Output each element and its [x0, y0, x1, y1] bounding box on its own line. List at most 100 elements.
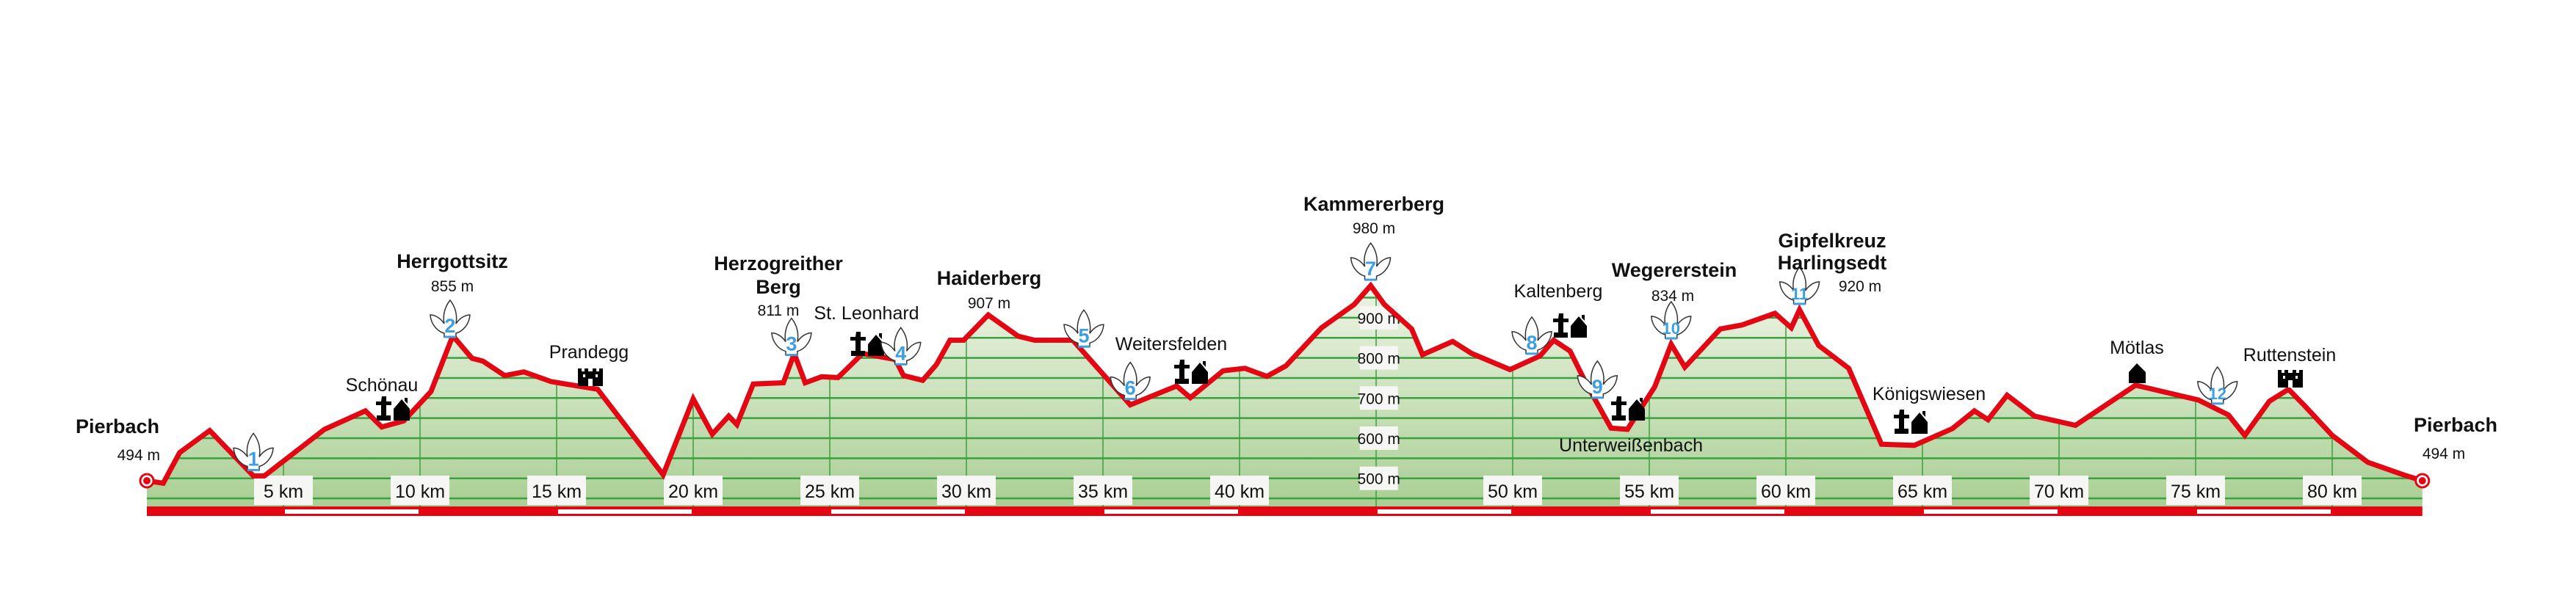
x-tick-label-background: [254, 476, 313, 505]
place-label-unterweissenbach: Unterweißenbach: [1559, 435, 1703, 456]
waypoint-marker: 6: [1110, 361, 1151, 401]
waypoint-marker: 11: [1779, 266, 1820, 305]
place-name: Schönau: [346, 375, 419, 396]
y-tick-label: 700 m: [1358, 386, 1400, 410]
x-tick-label: 5 km: [254, 476, 313, 505]
x-tick-label-background: [1756, 476, 1815, 505]
y-axis-ticks: 900 m 800 m 700 m 600 m 500 m: [1358, 305, 1400, 490]
place-name: Königswiesen: [1873, 384, 1986, 404]
x-tick-text: 60 km: [1761, 481, 1811, 502]
profile-line: [139, 281, 2431, 489]
x-tick-text: 80 km: [2307, 481, 2357, 502]
x-axis-ticks: 5 km 10 km 15 km 20 km 25 km 30 km 35 km 40 km 5…: [254, 476, 2362, 505]
x-tick-label: 20 km: [664, 476, 723, 505]
waypoint-marker: 7: [1350, 241, 1392, 281]
distance-bar-white-segment: [558, 509, 692, 514]
x-tick-text: 10 km: [395, 481, 445, 502]
castle-icon: [578, 368, 603, 386]
x-tick-label-background: [1210, 476, 1269, 505]
place-name: Herzogreither: [714, 252, 843, 275]
church-village-icon: [1611, 396, 1645, 421]
elevation-line: [146, 281, 2423, 487]
x-tick-text: 50 km: [1488, 481, 1538, 502]
church-village-icon: [1894, 410, 1928, 434]
place-label-wegererstein: Wegererstein 834 m: [1612, 259, 1737, 305]
profile-fill: [147, 286, 2423, 506]
x-tick-label-background: [391, 476, 449, 505]
waypoint-marker: 2: [430, 299, 471, 338]
y-tick-label: 900 m: [1358, 305, 1400, 330]
x-tick-label-background: [664, 476, 723, 505]
x-tick-text: 35 km: [1078, 481, 1128, 502]
x-tick-label: 10 km: [391, 476, 449, 505]
place-elevation: 494 m: [117, 447, 160, 464]
x-tick-label: 70 km: [2030, 476, 2088, 505]
place-name: Mötlas: [2110, 338, 2164, 358]
y-tick-text: 500 m: [1358, 471, 1400, 488]
church-village-icon: [1553, 313, 1587, 338]
waypoint-number: 7: [1365, 258, 1376, 280]
waypoint-marker: 10: [1650, 300, 1692, 340]
place-name: St. Leonhard: [814, 303, 919, 324]
place-elevation: 980 m: [1353, 220, 1395, 237]
x-tick-label: 80 km: [2303, 476, 2362, 505]
place-elevation: 855 m: [431, 278, 474, 295]
place-label-schoenau: Schönau: [346, 375, 419, 396]
place-symbols: [376, 313, 2303, 434]
y-tick-label-background: [1359, 386, 1398, 410]
place-label-herrgottsitz: Herrgottsitz 855 m: [397, 250, 508, 295]
waypoint-marker: 12: [2196, 366, 2238, 405]
x-tick-label: 25 km: [800, 476, 859, 505]
waypoint-number: 4: [895, 342, 906, 364]
distance-bar-white-segment: [1651, 509, 1784, 514]
x-tick-label: 60 km: [1756, 476, 1815, 505]
y-tick-text: 900 m: [1358, 310, 1400, 327]
place-label-pierbach-start: Pierbach 494 m: [76, 415, 160, 464]
place-label-haiderberg: Haiderberg 907 m: [937, 267, 1042, 312]
x-tick-text: 40 km: [1215, 481, 1265, 502]
place-name: Prandegg: [549, 342, 629, 363]
church-village-icon: [1174, 360, 1208, 384]
place-labels: Pierbach 494 m Herrgottsitz 855 m Schönau Pra…: [76, 193, 2497, 464]
x-tick-text: 30 km: [941, 481, 991, 502]
place-label-weitersfelden: Weitersfelden: [1115, 334, 1227, 355]
x-tick-label-background: [800, 476, 859, 505]
x-tick-label: 75 km: [2166, 476, 2225, 505]
x-tick-label-background: [527, 476, 586, 505]
place-name: Pierbach: [2414, 414, 2497, 436]
x-tick-label-background: [2303, 476, 2362, 505]
profile-area: [147, 286, 2423, 506]
church-village-icon: [376, 396, 410, 421]
waypoint-number: 8: [1527, 332, 1538, 354]
y-tick-text: 700 m: [1358, 390, 1400, 407]
waypoint-number: 6: [1125, 377, 1136, 399]
waypoint-number: 5: [1078, 324, 1089, 346]
y-tick-label-background: [1359, 346, 1398, 370]
x-tick-label: 55 km: [1620, 476, 1679, 505]
x-tick-label-background: [2030, 476, 2088, 505]
place-label-kaltenberg: Kaltenberg: [1514, 281, 1603, 302]
y-tick-label-background: [1359, 466, 1398, 490]
y-tick-label: 500 m: [1358, 466, 1400, 490]
x-tick-label-background: [937, 476, 996, 505]
place-label-pierbach-end: Pierbach 494 m: [2414, 414, 2497, 462]
distance-bar-white-segment: [1104, 509, 1238, 514]
place-name: Harlingsedt: [1778, 252, 1887, 274]
x-tick-label: 50 km: [1483, 476, 1542, 505]
x-tick-label-background: [1483, 476, 1542, 505]
x-tick-label-background: [2166, 476, 2225, 505]
x-tick-label: 35 km: [1074, 476, 1132, 505]
place-elevation: 811 m: [758, 302, 800, 319]
place-label-st-leonhard: St. Leonhard: [814, 303, 919, 324]
distance-bar-white-segment: [285, 509, 419, 514]
waypoint-number: 12: [2209, 385, 2226, 403]
x-tick-text: 25 km: [805, 481, 855, 502]
y-tick-text: 600 m: [1358, 431, 1400, 448]
waypoint-number: 10: [1663, 319, 1680, 338]
waypoint-number: 11: [1791, 285, 1808, 303]
place-name: Kammererberg: [1303, 193, 1444, 215]
waypoint-marker: 5: [1063, 309, 1104, 348]
house-icon: [2129, 363, 2146, 383]
